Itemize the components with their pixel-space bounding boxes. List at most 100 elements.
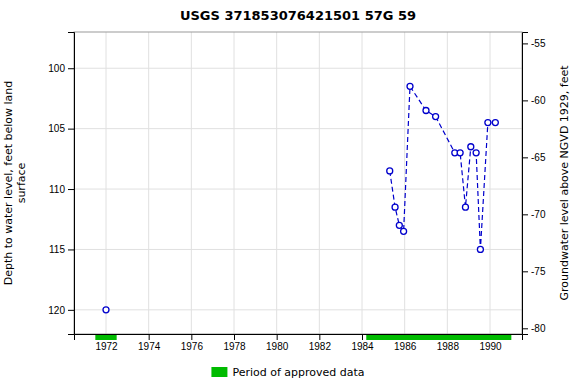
- y-axis-title: Depth to water level, feet below landsur…: [2, 81, 28, 286]
- y2-axis: -55 -60 -65 -70 -75 -80: [522, 33, 546, 335]
- y2-axis-tick-mark: [522, 43, 528, 44]
- y-axis-tick-mark: [68, 68, 74, 69]
- y2-axis-tick-label: -60: [531, 95, 546, 106]
- x-axis-tick: 1978: [223, 334, 246, 352]
- grid-line-x: [319, 32, 320, 334]
- legend-swatch: [211, 367, 227, 377]
- series-marker: [485, 120, 491, 126]
- series-marker: [462, 204, 468, 210]
- x-axis-tick-label: 1974: [138, 341, 161, 352]
- approved-period: [366, 335, 511, 340]
- x-axis-tick: 1982: [309, 334, 332, 352]
- y-axis-tick: 110: [49, 184, 74, 195]
- marks: [103, 83, 498, 312]
- y2-axis-tick-mark: [522, 157, 528, 158]
- y2-axis-tick-label: -65: [531, 152, 546, 163]
- x-axis-tick: 1976: [181, 334, 204, 352]
- plot: 1972 1974 1976 1978 1980 1982 1984 1986 1988 1990…: [2, 32, 571, 352]
- series-marker: [457, 150, 463, 156]
- grid-line-x: [106, 32, 107, 334]
- y-axis-tick-label: 105: [48, 123, 65, 134]
- y2-axis-title: Groundwater level above NGVD 1929, feet: [558, 65, 571, 301]
- legend: Period of approved data: [211, 366, 364, 379]
- x-axis-tick-label: 1986: [394, 341, 417, 352]
- legend-item: Period of approved data: [211, 366, 364, 379]
- x-axis-line: [75, 335, 523, 341]
- x-axis-tick-mark: [234, 334, 235, 340]
- y2-axis-tick-label: -75: [531, 266, 546, 277]
- y-axis-tick-label: 120: [48, 305, 65, 316]
- grid-line-y: [74, 309, 522, 310]
- x-axis-tick-label: 1990: [479, 341, 502, 352]
- y-axis-tick-label: 110: [49, 184, 65, 195]
- x-axis-tick-mark: [277, 334, 278, 340]
- x-axis: 1972 1974 1976 1978 1980 1982 1984 1986 1988 1990: [75, 334, 523, 352]
- x-axis-tick-label: 1988: [437, 341, 460, 352]
- x-axis-tick-label: 1984: [351, 341, 374, 352]
- series-marker: [401, 228, 407, 234]
- y2-axis-tick: -80: [522, 323, 546, 334]
- x-axis-tick-label: 1980: [266, 341, 289, 352]
- y-axis-title-line: surface: [15, 162, 28, 203]
- grid-line-x: [362, 32, 363, 334]
- series-marker: [468, 144, 474, 150]
- x-axis-tick-mark: [191, 334, 192, 340]
- y2-axis-tick: -60: [522, 95, 546, 106]
- grid-line-y: [74, 68, 522, 69]
- y2-axis-tick-mark: [522, 100, 528, 101]
- x-axis-tick: 1972: [95, 334, 118, 352]
- x-axis-tick: 1974: [138, 334, 161, 352]
- y2-axis-tick-label: -70: [531, 209, 546, 220]
- series-marker: [103, 307, 109, 313]
- x-axis-tick-label: 1982: [309, 341, 332, 352]
- grid-line-y: [74, 249, 522, 250]
- y-axis-tick-mark: [68, 189, 74, 190]
- series-marker: [407, 83, 413, 89]
- grid-line-x: [276, 32, 277, 334]
- approved-period: [95, 335, 116, 340]
- series-marker: [387, 168, 393, 174]
- y-axis-line: [68, 33, 75, 335]
- y-axis-title-line: Depth to water level, feet below land: [2, 81, 15, 286]
- grid-line-x: [191, 32, 192, 334]
- title: USGS 371853076421501 57G 59: [180, 8, 416, 23]
- y2-axis-line: [523, 33, 529, 335]
- y2-axis-tick: -55: [522, 38, 546, 49]
- grid-line-x: [404, 32, 405, 334]
- grid: [74, 32, 522, 334]
- x-axis-tick-mark: [319, 334, 320, 340]
- grid-line-y: [74, 128, 522, 129]
- spans: [95, 335, 511, 340]
- y-axis-tick: 105: [48, 123, 74, 134]
- x-axis-tick-mark: [149, 334, 150, 340]
- y2-axis-tick-mark: [522, 214, 528, 215]
- series-marker: [492, 120, 498, 126]
- grid-line-x: [490, 32, 491, 334]
- y2-axis-tick: -75: [522, 266, 546, 277]
- series-marker: [433, 114, 439, 120]
- y-axis-tick-label: 100: [48, 63, 65, 74]
- series-marker: [392, 204, 398, 210]
- grid-line-y: [74, 189, 522, 190]
- grid-line-x: [148, 32, 149, 334]
- chart: 1972 1974 1976 1978 1980 1982 1984 1986 1988 1990…: [0, 0, 576, 384]
- y-axis-tick-mark: [68, 249, 74, 250]
- series-marker: [423, 108, 429, 114]
- y2-axis-tick-mark: [522, 328, 528, 329]
- plot-frame: [74, 32, 522, 334]
- series-marker: [396, 222, 402, 228]
- y-axis-tick-mark: [68, 310, 74, 311]
- y2-axis-tick-label: -80: [531, 323, 546, 334]
- x-axis-tick-label: 1978: [223, 341, 246, 352]
- y2-axis-tick: -65: [522, 152, 546, 163]
- x-axis-tick-label: 1972: [95, 341, 118, 352]
- y-axis-tick-mark: [68, 129, 74, 130]
- grid-line-x: [447, 32, 448, 334]
- series-marker: [473, 150, 479, 156]
- y2-axis-tick-label: -55: [531, 38, 546, 49]
- series-marker: [477, 246, 483, 252]
- y-axis-tick: 100: [48, 63, 74, 74]
- y-axis: 100105110115120: [48, 33, 74, 335]
- x-axis-tick-label: 1976: [181, 341, 204, 352]
- series-line: [390, 86, 496, 249]
